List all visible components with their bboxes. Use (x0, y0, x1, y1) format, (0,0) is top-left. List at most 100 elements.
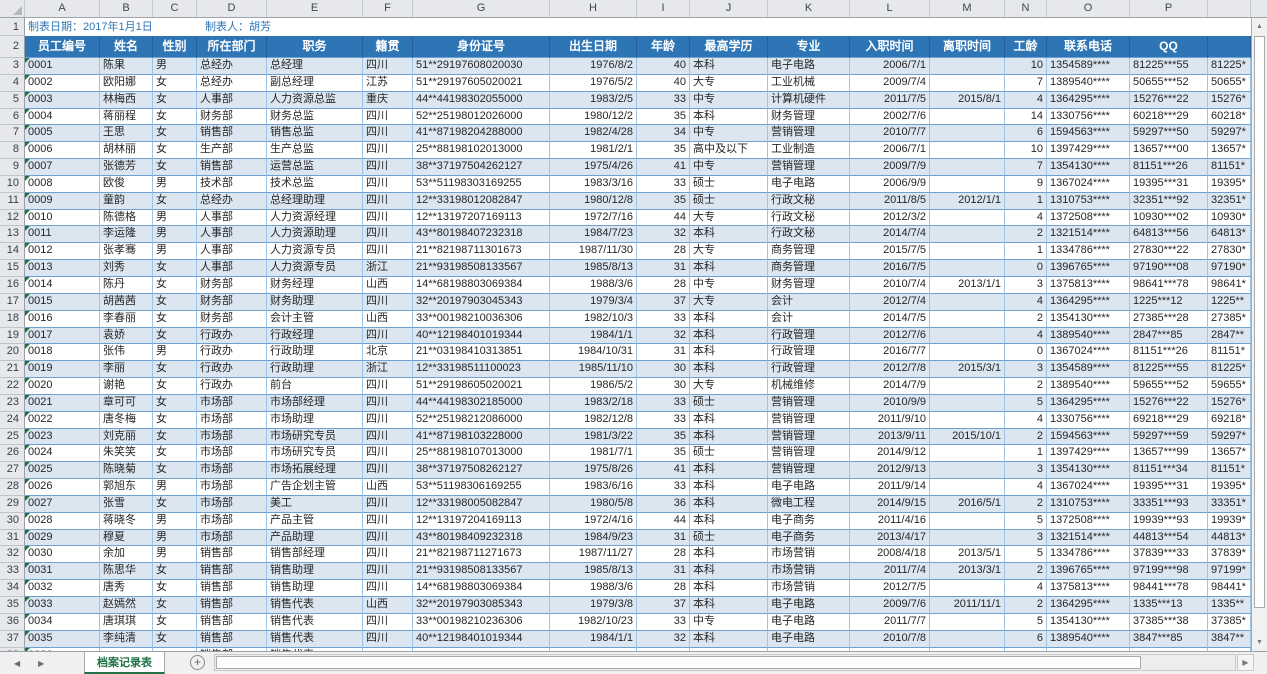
cell[interactable]: 0034 (25, 613, 100, 631)
cell[interactable]: 14**68198803069384 (413, 580, 550, 597)
cell[interactable]: 0008 (25, 175, 100, 193)
header-cell[interactable]: 联系电话 (1047, 36, 1130, 58)
cell[interactable]: 2 (1005, 378, 1047, 395)
cell[interactable]: 电子电路 (768, 175, 850, 193)
cell[interactable]: 中专 (690, 125, 768, 143)
cell[interactable]: 2015/7/5 (850, 243, 930, 261)
cell[interactable]: 1984/10/31 (550, 344, 637, 362)
cell[interactable]: 21**93198508133567 (413, 563, 550, 581)
cell[interactable]: 37 (637, 293, 690, 311)
cell[interactable]: 1396765**** (1047, 260, 1130, 277)
cell[interactable]: 4 (1005, 327, 1047, 345)
cell[interactable]: 31 (637, 529, 690, 547)
cell[interactable]: 销售部 (197, 580, 267, 597)
cell[interactable]: 44 (637, 512, 690, 530)
cell[interactable]: 大专 (690, 209, 768, 227)
cell[interactable]: 营销管理 (768, 125, 850, 143)
cell[interactable]: 5 (1005, 613, 1047, 631)
cell[interactable]: 31 (637, 260, 690, 277)
cell[interactable]: 中专 (690, 159, 768, 176)
cell[interactable]: 2 (1005, 563, 1047, 581)
cell[interactable]: 98641***78 (1130, 276, 1208, 294)
cell[interactable]: 硕士 (690, 192, 768, 210)
row-number[interactable]: 28 (0, 479, 25, 496)
cell[interactable]: 财务经理 (267, 276, 363, 294)
cell[interactable]: 电子电路 (768, 597, 850, 614)
cell[interactable]: 30 (637, 378, 690, 395)
cell[interactable]: 总经办 (197, 58, 267, 75)
row-number[interactable]: 33 (0, 563, 25, 581)
cell[interactable]: 李运隆 (100, 226, 153, 244)
cell[interactable]: 81151* (1208, 159, 1251, 176)
cell[interactable]: 51**29197608020030 (413, 58, 550, 75)
cell[interactable]: 35 (637, 108, 690, 126)
cell[interactable]: 0025 (25, 462, 100, 480)
header-cell[interactable]: 所在部门 (197, 36, 267, 58)
cell[interactable] (930, 394, 1005, 412)
cell[interactable]: 行政经理 (267, 327, 363, 345)
cell[interactable]: 41**87198103228000 (413, 428, 550, 446)
cell[interactable]: 7 (1005, 159, 1047, 176)
cell[interactable]: 0021 (25, 394, 100, 412)
cell[interactable]: 97190* (1208, 260, 1251, 277)
row-number[interactable]: 22 (0, 378, 25, 395)
cell[interactable]: 1354130**** (1047, 462, 1130, 480)
row-number[interactable]: 2 (0, 36, 25, 58)
cell[interactable]: 销售代表 (267, 647, 363, 651)
cell[interactable]: 1979/3/8 (550, 597, 637, 614)
cell[interactable]: 19395* (1208, 479, 1251, 496)
add-sheet-button[interactable]: + (190, 655, 205, 670)
cell[interactable]: 2006/9/9 (850, 175, 930, 193)
cell[interactable]: 0007 (25, 159, 100, 176)
cell[interactable]: 2013/4/17 (850, 529, 930, 547)
cell[interactable]: 营销管理 (768, 394, 850, 412)
cell[interactable]: 人力资源助理 (267, 226, 363, 244)
cell[interactable]: 市场部经理 (267, 394, 363, 412)
cell[interactable]: 1397429**** (1047, 142, 1130, 160)
cell[interactable]: 3 (1005, 361, 1047, 379)
row-number[interactable]: 18 (0, 310, 25, 328)
cell[interactable]: 60218***29 (1130, 108, 1208, 126)
cell[interactable]: 本科 (690, 310, 768, 328)
cell[interactable]: 1984/7/23 (550, 226, 637, 244)
row-number[interactable]: 20 (0, 344, 25, 362)
prev-sheet-icon[interactable]: ◀ (14, 658, 21, 668)
cell[interactable]: 4 (1005, 293, 1047, 311)
cell[interactable]: 28 (637, 580, 690, 597)
row-number[interactable]: 5 (0, 91, 25, 109)
cell[interactable]: 40 (637, 58, 690, 75)
header-cell[interactable]: 年龄 (637, 36, 690, 58)
column-letter[interactable]: I (637, 0, 690, 17)
cell[interactable] (930, 159, 1005, 176)
cell[interactable]: 81151***26 (1130, 344, 1208, 362)
header-cell[interactable]: 专业 (768, 36, 850, 58)
cell[interactable]: 2 (1005, 428, 1047, 446)
cell[interactable]: 营销管理 (768, 462, 850, 480)
cell[interactable]: 0009 (25, 192, 100, 210)
scroll-up-button[interactable]: ▲ (1253, 19, 1266, 34)
cell[interactable]: 44813* (1208, 529, 1251, 547)
cell[interactable]: 50655* (1208, 74, 1251, 92)
cell[interactable]: 2016/5/1 (930, 495, 1005, 513)
cell[interactable]: 10 (1005, 142, 1047, 160)
cell[interactable]: 1397429**** (1047, 445, 1130, 463)
cell[interactable]: 52**25198212086000 (413, 411, 550, 429)
row-number[interactable]: 34 (0, 580, 25, 597)
cell[interactable]: 0022 (25, 411, 100, 429)
cell[interactable]: 1983/2/18 (550, 394, 637, 412)
cell[interactable] (930, 378, 1005, 395)
cell[interactable]: 15276* (1208, 394, 1251, 412)
cell[interactable]: 2 (1005, 310, 1047, 328)
cell[interactable]: 33**00198210036306 (413, 310, 550, 328)
cell[interactable]: 销售部 (197, 125, 267, 143)
cell[interactable]: 女 (153, 276, 197, 294)
cell[interactable]: 大专 (690, 378, 768, 395)
cell[interactable]: 本科 (690, 411, 768, 429)
horizontal-scrollbar[interactable] (214, 654, 1236, 671)
cell[interactable]: 40**12198401019344 (413, 630, 550, 648)
cell[interactable]: 市场部 (197, 428, 267, 446)
cell[interactable]: 33 (637, 411, 690, 429)
cell[interactable] (1208, 647, 1251, 651)
cell[interactable]: 本科 (690, 108, 768, 126)
row-number[interactable]: 16 (0, 276, 25, 294)
